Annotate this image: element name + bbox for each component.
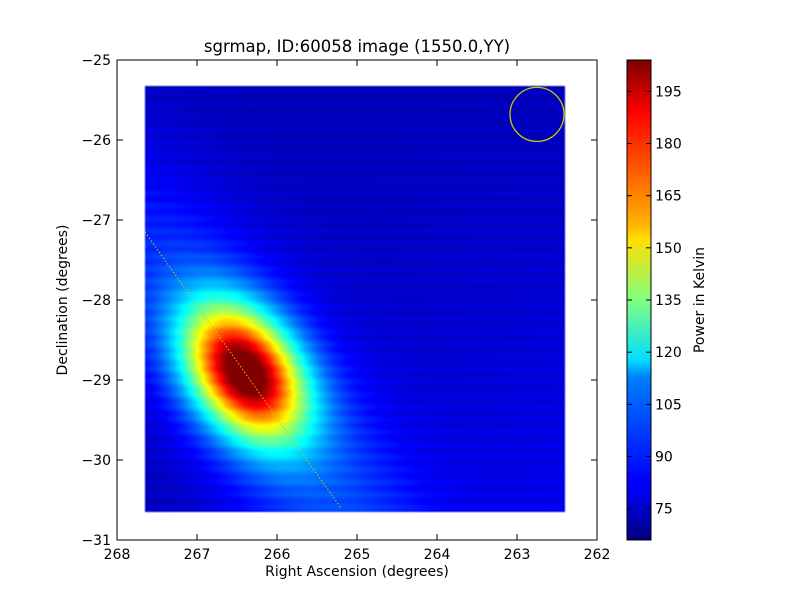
- galactic-plane-line: [144, 231, 342, 509]
- y-tick-label: −29: [81, 373, 111, 389]
- y-tick-label: −25: [81, 53, 111, 69]
- colorbar-tick-label: 135: [655, 293, 682, 309]
- colorbar-tick-label: 150: [655, 241, 682, 257]
- colorbar-tick-label: 90: [655, 450, 673, 466]
- colorbar-tick-label: 105: [655, 397, 682, 413]
- x-tick-label: 263: [504, 547, 531, 563]
- x-tick-label: 267: [184, 547, 211, 563]
- colorbar-tick-label: 120: [655, 345, 682, 361]
- y-tick-label: −28: [81, 293, 111, 309]
- x-tick-label: 265: [344, 547, 371, 563]
- x-tick-label: 262: [584, 547, 611, 563]
- y-tick-label: −27: [81, 213, 111, 229]
- colorbar-tick-label: 75: [655, 502, 673, 518]
- chart-title: sgrmap, ID:60058 image (1550.0,YY): [204, 37, 510, 56]
- colorbar-tick-label: 165: [655, 189, 682, 205]
- x-tick-label: 266: [264, 547, 291, 563]
- x-tick-label: 268: [104, 547, 131, 563]
- heatmap-image: [117, 60, 597, 540]
- colorbar-label: Power in Kelvin: [692, 247, 708, 353]
- colorbar-tick-label: 195: [655, 84, 682, 100]
- y-tick-label: −26: [81, 133, 111, 149]
- y-tick-label: −30: [81, 453, 111, 469]
- y-axis-label: Declination (degrees): [55, 225, 71, 376]
- colorbar: 195 180 165 150 135 120 105 90 75: [626, 59, 682, 541]
- colorbar-tick-label: 180: [655, 136, 682, 152]
- x-tick-label: 264: [424, 547, 451, 563]
- beam-circle: [509, 86, 565, 143]
- y-tick-label: −31: [81, 533, 111, 549]
- plot-area: 268 267 266 265 264 263 262 −25 −26 −27 −28 −29 −30…: [81, 53, 610, 563]
- x-axis-label: Right Ascension (degrees): [265, 564, 449, 580]
